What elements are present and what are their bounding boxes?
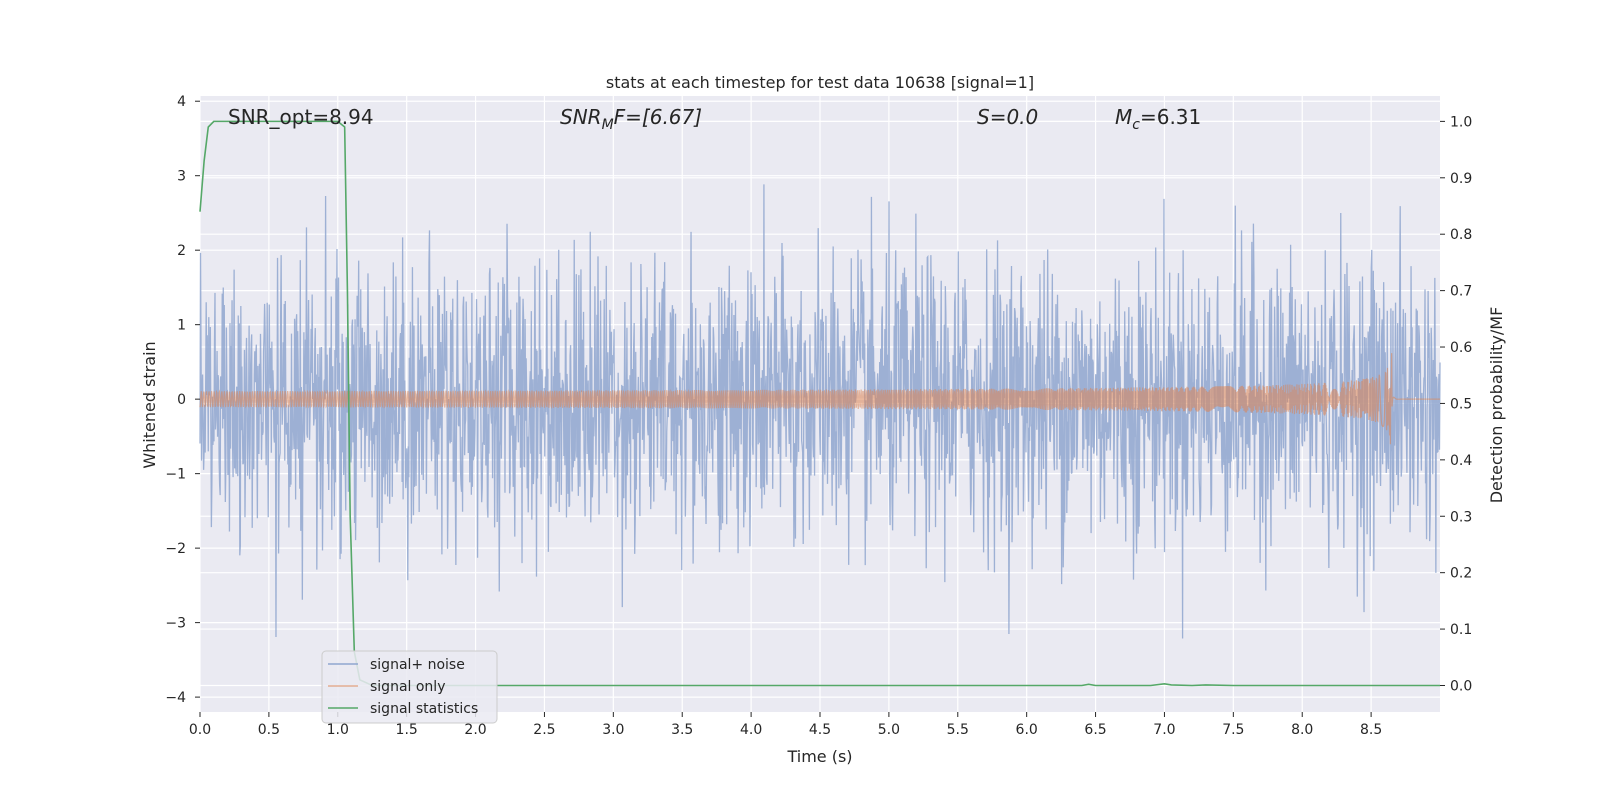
series-signal-only xyxy=(199,353,1440,445)
y-axis-right-label: Detection probability/MF xyxy=(1487,307,1506,504)
y-axis-ticks: 4 3 2 1 0 −1 −2 −3 −4 xyxy=(165,94,200,706)
annotation-snr-mf-rest: F=[6.67] xyxy=(614,105,702,129)
x-tick-label: 8.5 xyxy=(1360,722,1382,738)
y-right-tick-label: 0.8 xyxy=(1450,227,1472,243)
y-right-tick-label: 0.6 xyxy=(1450,340,1472,356)
y-tick-label: −2 xyxy=(165,541,186,557)
y-tick-label: 4 xyxy=(177,94,186,110)
annotation-mc-rest: =6.31 xyxy=(1140,105,1201,129)
x-tick-label: 3.0 xyxy=(602,722,624,738)
legend-label-signal-noise: signal+ noise xyxy=(370,657,465,673)
y-right-tick-label: 0.2 xyxy=(1450,566,1472,582)
x-tick-label: 1.0 xyxy=(327,722,349,738)
x-tick-label: 1.5 xyxy=(396,722,418,738)
x-tick-label: 7.5 xyxy=(1222,722,1244,738)
y-right-tick-label: 0.9 xyxy=(1450,171,1472,187)
y-tick-label: −4 xyxy=(165,690,186,706)
y-tick-label: −3 xyxy=(165,616,186,632)
x-tick-label: 6.5 xyxy=(1084,722,1106,738)
x-axis-ticks: 0.0 0.5 1.0 1.5 2.0 2.5 3.0 3.5 4.0 4.5 5.0 5.5 6.0 6… xyxy=(189,712,1382,738)
x-tick-label: 7.0 xyxy=(1153,722,1175,738)
annotation-s-stat: S=0.0 xyxy=(977,105,1038,129)
x-tick-label: 4.5 xyxy=(809,722,831,738)
y-axis-label: Whitened strain xyxy=(140,341,159,468)
x-tick-label: 3.5 xyxy=(671,722,693,738)
y-right-tick-label: 0.3 xyxy=(1450,509,1472,525)
x-tick-label: 0.5 xyxy=(258,722,280,738)
x-tick-label: 6.0 xyxy=(1016,722,1038,738)
x-tick-label: 5.5 xyxy=(947,722,969,738)
y-right-tick-label: 0.5 xyxy=(1450,396,1472,412)
series-signal-noise xyxy=(199,184,1441,639)
annotation-snr-mf: SNRMF=[6.67] xyxy=(560,105,702,133)
annotation-snr-mf-sub: M xyxy=(602,117,614,133)
y-right-tick-label: 0.0 xyxy=(1450,678,1472,694)
y-right-tick-label: 1.0 xyxy=(1450,114,1472,130)
legend-label-signal-only: signal only xyxy=(370,679,445,695)
y-tick-label: 3 xyxy=(177,169,186,185)
series-line-signal-noise xyxy=(199,184,1441,639)
legend-box xyxy=(321,650,498,724)
y-axis-right-ticks: 1.0 0.9 0.8 0.7 0.6 0.5 0.4 0.3 0.2 0.1 0.0 xyxy=(1440,114,1472,694)
chart-title: stats at each timestep for test data 106… xyxy=(606,73,1034,92)
y-tick-label: 2 xyxy=(177,243,186,259)
legend: signal+ noise signal only signal statist… xyxy=(321,650,498,724)
legend-label-signal-statistics: signal statistics xyxy=(370,701,478,717)
y-right-tick-label: 0.1 xyxy=(1450,622,1472,638)
y-right-tick-label: 0.4 xyxy=(1450,453,1472,469)
x-tick-label: 0.0 xyxy=(189,722,211,738)
annotation-mc: Mc=6.31 xyxy=(1115,105,1201,133)
x-tick-label: 8.0 xyxy=(1291,722,1313,738)
x-tick-label: 4.0 xyxy=(740,722,762,738)
y-tick-label: 0 xyxy=(177,392,186,408)
annotation-mc-sub: c xyxy=(1132,117,1140,133)
x-tick-label: 2.0 xyxy=(464,722,486,738)
x-tick-label: 5.0 xyxy=(878,722,900,738)
x-tick-label: 2.5 xyxy=(533,722,555,738)
y-tick-label: −1 xyxy=(165,467,186,483)
x-axis-label: Time (s) xyxy=(786,747,852,766)
series-line-signal-only xyxy=(199,353,1440,445)
annotation-snr-mf-main: SNR xyxy=(560,105,602,129)
y-tick-label: 1 xyxy=(177,318,186,334)
annotation-mc-main: M xyxy=(1115,105,1132,129)
y-right-tick-label: 0.7 xyxy=(1450,284,1472,300)
annotation-snr-opt: SNR_opt=8.94 xyxy=(228,105,374,129)
